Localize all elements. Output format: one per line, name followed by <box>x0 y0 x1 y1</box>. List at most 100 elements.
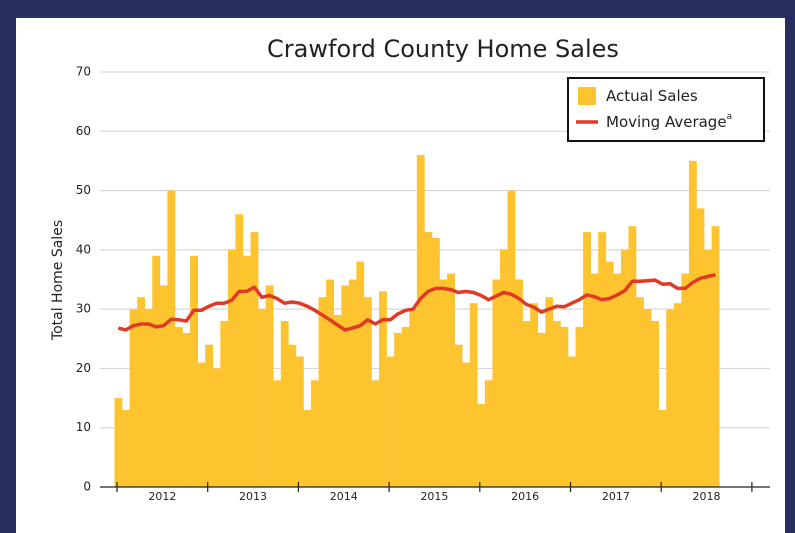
bar <box>628 226 637 487</box>
bar <box>114 398 123 487</box>
bar <box>288 344 297 487</box>
bar <box>560 326 569 487</box>
bar <box>356 261 365 487</box>
bar <box>636 297 644 487</box>
bar <box>318 297 327 487</box>
y-tick-label: 0 <box>83 480 91 494</box>
bar <box>341 285 350 487</box>
bar <box>363 297 372 487</box>
bar <box>379 291 387 487</box>
bar <box>439 279 448 487</box>
bar <box>182 332 191 487</box>
bar <box>303 409 312 487</box>
x-tick-label: 2017 <box>602 490 630 503</box>
bar <box>696 208 705 487</box>
bar <box>144 309 153 487</box>
bar <box>568 356 576 487</box>
bar <box>620 249 629 487</box>
chart-title: Crawford County Home Sales <box>267 35 619 63</box>
bar <box>515 279 523 487</box>
bar <box>545 297 554 487</box>
bar <box>477 404 486 487</box>
bar <box>522 321 531 487</box>
bar <box>499 249 508 487</box>
y-axis-label: Total Home Sales <box>50 220 66 341</box>
bar <box>651 321 659 487</box>
y-tick-label: 50 <box>76 183 91 197</box>
bar <box>447 273 455 487</box>
x-tick-label: 2014 <box>330 490 358 503</box>
bar <box>326 279 334 487</box>
y-tick-label: 70 <box>76 65 91 79</box>
bar <box>711 226 720 487</box>
bar <box>658 409 667 487</box>
bar <box>673 303 682 487</box>
y-tick-label: 40 <box>76 242 91 256</box>
bar <box>250 232 259 487</box>
y-tick-label: 60 <box>76 124 91 138</box>
bar <box>590 273 599 487</box>
legend-name: Actual Sales <box>606 87 698 105</box>
bar <box>416 155 425 487</box>
bar <box>688 160 697 487</box>
bar <box>537 332 546 487</box>
bar <box>220 321 229 487</box>
bar <box>583 232 591 487</box>
bar <box>242 255 251 487</box>
bar <box>401 326 410 487</box>
bar <box>159 285 168 487</box>
bar <box>265 285 274 487</box>
bar <box>454 344 463 487</box>
bar <box>280 321 289 487</box>
legend: Actual Sales Moving Averagea <box>567 77 765 142</box>
bar <box>212 368 221 487</box>
footnote-mark: a <box>727 112 733 122</box>
bar <box>333 315 342 487</box>
bar <box>190 255 198 487</box>
x-tick-label: 2016 <box>511 490 539 503</box>
bar <box>704 249 712 487</box>
bar <box>431 238 440 487</box>
x-tick-label: 2013 <box>239 490 267 503</box>
bar <box>152 255 161 487</box>
bar <box>122 409 130 487</box>
bar <box>424 232 433 487</box>
bar <box>258 309 266 487</box>
bar <box>386 356 395 487</box>
y-tick-label: 10 <box>76 420 91 434</box>
y-tick-label: 30 <box>76 302 91 316</box>
x-tick-label: 2015 <box>420 490 448 503</box>
legend-label: Actual Sales <box>606 87 698 105</box>
y-tick-label: 20 <box>76 361 91 375</box>
bar <box>613 273 622 487</box>
bar <box>273 380 282 487</box>
bar <box>348 279 357 487</box>
legend-box <box>567 77 765 142</box>
bar <box>643 309 652 487</box>
bar <box>197 362 206 487</box>
bar <box>295 356 304 487</box>
bar <box>462 362 471 487</box>
bar <box>469 303 478 487</box>
bar <box>394 332 403 487</box>
bar <box>129 309 138 487</box>
bar <box>205 344 214 487</box>
bar <box>492 279 501 487</box>
legend-label: Moving Averagea <box>606 112 732 131</box>
bar <box>227 249 236 487</box>
legend-swatch <box>578 87 596 105</box>
bar <box>235 214 244 488</box>
legend-name: Moving Average <box>606 113 727 131</box>
moving-average-line <box>117 273 716 332</box>
bar <box>484 380 493 487</box>
bar <box>409 309 418 487</box>
bar <box>666 309 675 487</box>
bar <box>552 321 561 487</box>
x-tick-label: 2018 <box>693 490 721 503</box>
bar <box>311 380 319 487</box>
bar <box>530 303 539 487</box>
bar <box>137 297 146 487</box>
bar <box>575 326 584 487</box>
